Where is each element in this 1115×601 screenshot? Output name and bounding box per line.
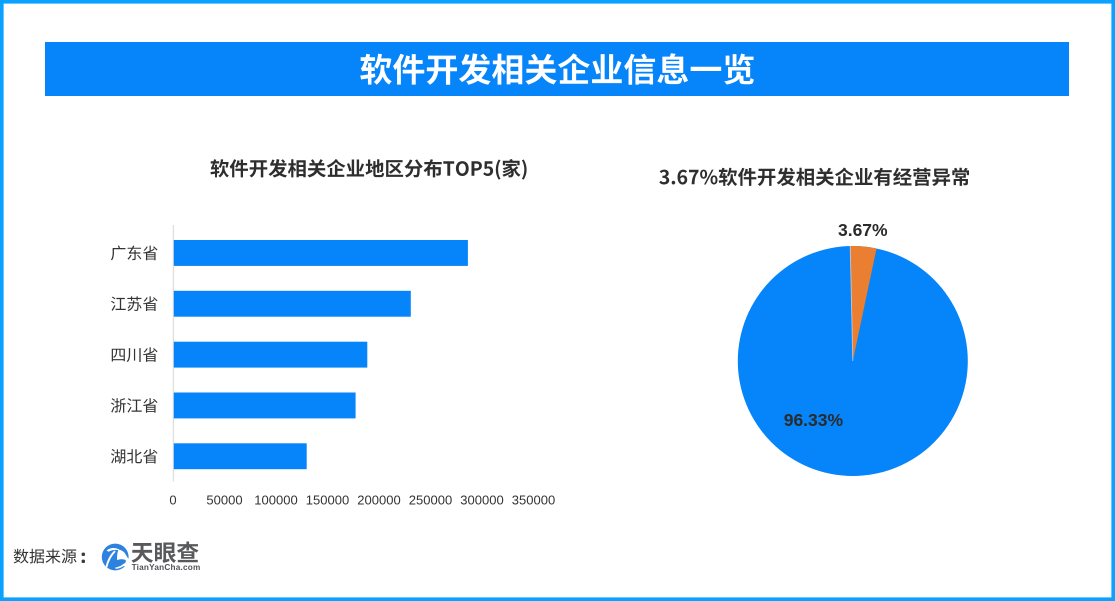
svg-text:250000: 250000 — [409, 493, 452, 508]
svg-text:TianYanCha.com: TianYanCha.com — [132, 563, 201, 572]
svg-text:50000: 50000 — [206, 493, 242, 508]
svg-text:300000: 300000 — [460, 493, 503, 508]
svg-text:100000: 100000 — [254, 493, 297, 508]
svg-text:150000: 150000 — [306, 493, 349, 508]
svg-text:0: 0 — [169, 493, 176, 508]
svg-text:350000: 350000 — [512, 493, 555, 508]
svg-text:96.33%: 96.33% — [784, 410, 844, 430]
svg-text:200000: 200000 — [357, 493, 400, 508]
svg-text:3.67%: 3.67% — [838, 220, 888, 240]
